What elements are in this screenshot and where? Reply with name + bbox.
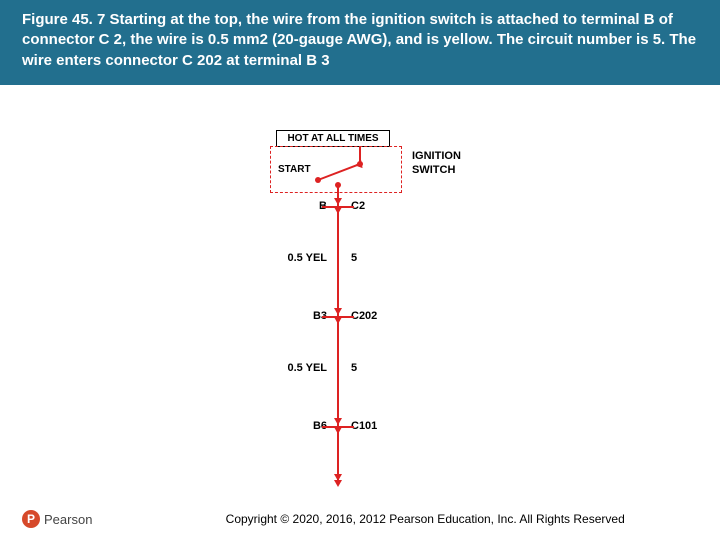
conn-arrow-out-2 [334,427,342,434]
end-arrow-2 [334,480,342,487]
pearson-logo: P Pearson [22,510,92,528]
connector-label-2: C101 [351,420,377,432]
figure-caption-text: Figure 45. 7 Starting at the top, the wi… [22,11,696,69]
conn-arrow-in-1 [334,308,342,315]
terminal-label-0: B [287,200,327,212]
conn-arrow-in-2 [334,418,342,425]
pearson-brand-text: Pearson [44,512,92,527]
terminal-label-1: B3 [287,310,327,322]
circuit-label-1: 5 [351,362,357,374]
main-wire [337,185,339,480]
ignition-switch-label-2: SWITCH [412,164,455,176]
conn-arrow-out-1 [334,317,342,324]
connector-label-1: C202 [351,310,377,322]
figure-caption: Figure 45. 7 Starting at the top, the wi… [0,0,720,85]
gauge-label-0: 0.5 YEL [267,252,327,264]
conn-arrow-out-0 [334,207,342,214]
pearson-badge-icon: P [22,510,40,528]
copyright-text: Copyright © 2020, 2016, 2012 Pearson Edu… [152,512,698,526]
gauge-label-1: 0.5 YEL [267,362,327,374]
wiring-diagram: HOT AT ALL TIMESIGNITIONSWITCHSTARTBC20.… [0,130,720,500]
terminal-label-2: B6 [287,420,327,432]
circuit-label-0: 5 [351,252,357,264]
hot-at-all-times-label: HOT AT ALL TIMES [276,130,390,147]
start-label: START [278,164,311,175]
footer: P Pearson Copyright © 2020, 2016, 2012 P… [0,510,720,528]
conn-arrow-in-0 [334,198,342,205]
ignition-switch-label-1: IGNITION [412,150,461,162]
